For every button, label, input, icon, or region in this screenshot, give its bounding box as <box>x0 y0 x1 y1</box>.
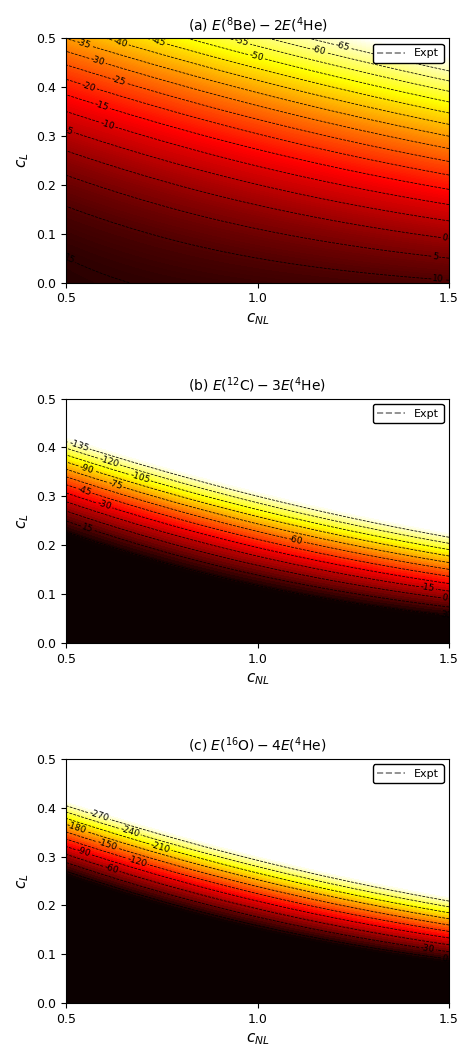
Text: -50: -50 <box>248 51 264 63</box>
Text: -20: -20 <box>81 80 97 92</box>
Text: -75: -75 <box>107 478 124 492</box>
X-axis label: $c_{NL}$: $c_{NL}$ <box>246 671 269 687</box>
Text: -240: -240 <box>118 824 141 839</box>
Text: 5: 5 <box>432 252 438 261</box>
Title: (c) $E(^{16}\mathrm{O}) - 4E(^4\mathrm{He})$: (c) $E(^{16}\mathrm{O}) - 4E(^4\mathrm{H… <box>189 735 327 755</box>
Text: -35: -35 <box>75 37 92 50</box>
Text: -10: -10 <box>99 118 116 131</box>
Text: -40: -40 <box>112 36 129 49</box>
Text: -60: -60 <box>287 534 304 546</box>
Text: -60: -60 <box>310 45 327 57</box>
Legend: Expt: Expt <box>373 765 444 784</box>
Text: -15: -15 <box>419 582 436 594</box>
Title: (b) $E(^{12}\mathrm{C}) - 3E(^4\mathrm{He})$: (b) $E(^{12}\mathrm{C}) - 3E(^4\mathrm{H… <box>189 375 327 395</box>
Text: -135: -135 <box>68 439 90 453</box>
Text: -45: -45 <box>76 484 92 497</box>
Y-axis label: $c_L$: $c_L$ <box>15 153 31 169</box>
Text: -15: -15 <box>93 100 110 113</box>
Text: 0: 0 <box>441 954 448 963</box>
Text: -30: -30 <box>419 943 436 955</box>
Text: -30: -30 <box>89 54 106 67</box>
X-axis label: $c_{NL}$: $c_{NL}$ <box>246 311 269 327</box>
Text: -180: -180 <box>65 821 88 836</box>
Text: -105: -105 <box>128 470 151 485</box>
Text: -45: -45 <box>150 35 166 48</box>
Text: 0: 0 <box>441 594 448 603</box>
Text: 30: 30 <box>440 610 452 620</box>
Text: 15: 15 <box>81 523 94 534</box>
Text: -120: -120 <box>98 455 120 469</box>
Text: -5: -5 <box>63 125 75 137</box>
Text: -60: -60 <box>103 862 119 875</box>
Text: 10: 10 <box>432 274 445 285</box>
Text: 0: 0 <box>441 234 448 243</box>
Text: -90: -90 <box>75 845 92 859</box>
Y-axis label: $c_L$: $c_L$ <box>15 513 31 529</box>
Text: -65: -65 <box>334 40 351 53</box>
Title: (a) $E(^8\mathrm{Be}) - 2E(^4\mathrm{He})$: (a) $E(^8\mathrm{Be}) - 2E(^4\mathrm{He}… <box>188 15 328 35</box>
Text: -25: -25 <box>110 74 127 87</box>
Text: -55: -55 <box>234 36 250 48</box>
Text: -270: -270 <box>88 808 110 823</box>
Text: -150: -150 <box>96 838 118 852</box>
Text: -30: -30 <box>96 499 112 512</box>
Text: -90: -90 <box>78 462 95 475</box>
Text: 15: 15 <box>62 253 76 267</box>
Legend: Expt: Expt <box>373 44 444 63</box>
X-axis label: $c_{NL}$: $c_{NL}$ <box>246 1031 269 1047</box>
Text: -120: -120 <box>126 854 148 869</box>
Legend: Expt: Expt <box>373 405 444 423</box>
Text: -210: -210 <box>149 840 172 854</box>
Y-axis label: $c_L$: $c_L$ <box>15 873 31 889</box>
